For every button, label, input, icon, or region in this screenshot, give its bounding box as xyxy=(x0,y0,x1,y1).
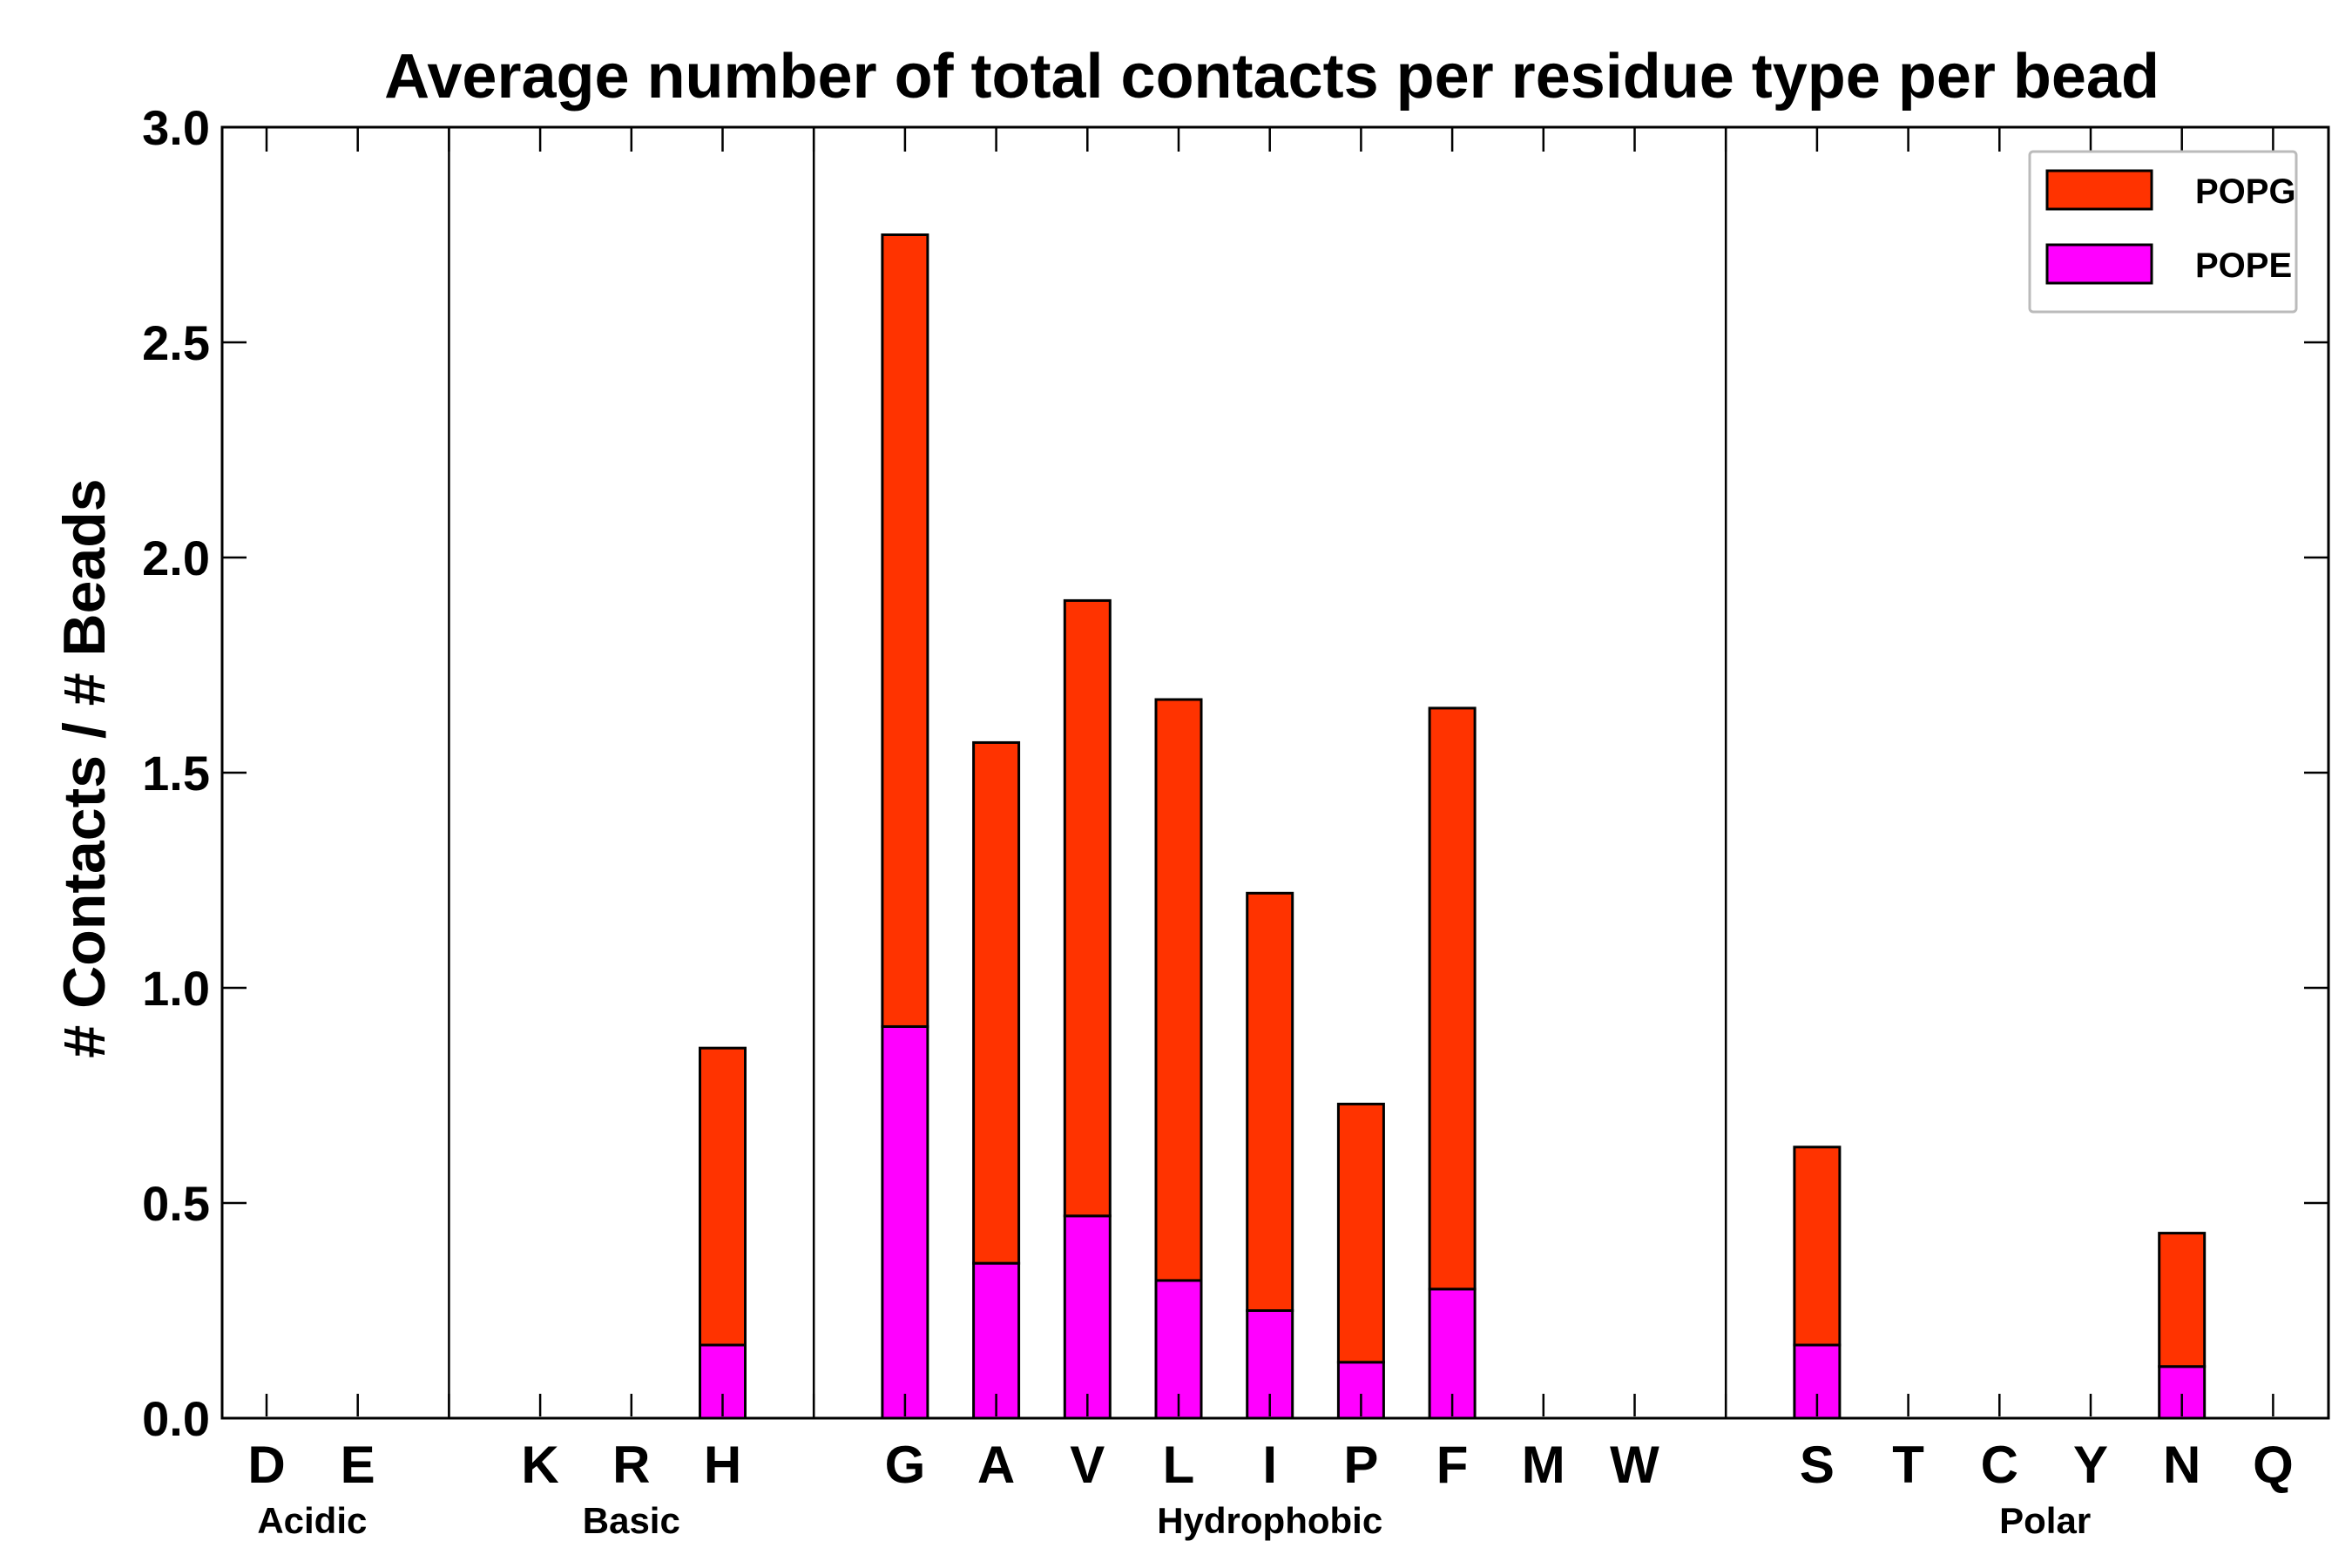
bar-popg-h-5 xyxy=(699,1046,747,1347)
group-label-hydrophobic: Hydrophobic xyxy=(1157,1500,1382,1541)
x-tick-label-c: C xyxy=(1981,1436,2018,1494)
group-label-acidic: Acidic xyxy=(257,1500,367,1541)
y-tick-label-2.5: 2.5 xyxy=(142,315,210,370)
legend-label-popg: POPG xyxy=(2195,172,2296,211)
bar-popg-v-9 xyxy=(1063,598,1112,1218)
bar-popg-g-7 xyxy=(881,233,929,1028)
x-tick-label-f: F xyxy=(1436,1436,1469,1494)
x-tick-label-i: I xyxy=(1262,1436,1277,1494)
legend: POPG POPE xyxy=(2028,150,2298,314)
bar-pope-g-7 xyxy=(881,1024,929,1420)
y-tick-label-3.0: 3.0 xyxy=(142,100,210,155)
x-tick-label-w: W xyxy=(1610,1436,1659,1494)
chart-title: Average number of total contacts per res… xyxy=(384,42,2159,112)
x-tick-label-m: M xyxy=(1522,1436,1565,1494)
x-tick-label-n: N xyxy=(2163,1436,2200,1494)
x-tick-label-h: H xyxy=(704,1436,741,1494)
x-tick-label-t: T xyxy=(1892,1436,1924,1494)
x-tick-label-v: V xyxy=(1070,1436,1105,1494)
x-tick-label-e: E xyxy=(341,1436,375,1494)
x-tick-label-k: K xyxy=(521,1436,558,1494)
bar-pope-v-9 xyxy=(1063,1214,1112,1420)
bar-popg-a-8 xyxy=(972,740,1021,1265)
bar-popg-l-10 xyxy=(1154,698,1203,1282)
y-axis-label: # Contacts / # Beads xyxy=(51,478,118,1058)
x-tick-label-p: P xyxy=(1343,1436,1378,1494)
group-label-basic: Basic xyxy=(583,1500,680,1541)
legend-label-pope: POPE xyxy=(2195,247,2292,285)
bar-popg-f-13 xyxy=(1428,706,1477,1291)
legend-swatch-popg xyxy=(2045,169,2153,211)
plot-area: 0.0 0.5 1.0 1.5 2.0 2.5 3.0 D E K R H G A V L I P F M W S T C Y N… xyxy=(142,100,2330,1541)
x-tick-label-d: D xyxy=(247,1436,285,1494)
bar-popg-n-21 xyxy=(2158,1232,2207,1369)
bar-popg-p-12 xyxy=(1336,1102,1385,1364)
x-tick-label-r: R xyxy=(612,1436,650,1494)
y-tick-label-1.5: 1.5 xyxy=(142,746,210,801)
y-tick-label-0.5: 0.5 xyxy=(142,1176,210,1231)
group-label-polar: Polar xyxy=(1999,1500,2091,1541)
x-tick-label-a: A xyxy=(977,1436,1015,1494)
x-tick-label-y: Y xyxy=(2073,1436,2108,1494)
x-tick-label-s: S xyxy=(1800,1436,1835,1494)
y-tick-label-1.0: 1.0 xyxy=(142,961,210,1016)
legend-swatch-pope xyxy=(2045,243,2153,285)
x-tick-label-g: G xyxy=(885,1436,926,1494)
y-tick-label-0.0: 0.0 xyxy=(142,1391,210,1446)
bar-popg-s-17 xyxy=(1793,1146,1842,1347)
x-tick-label-l: L xyxy=(1163,1436,1195,1494)
bar-popg-i-11 xyxy=(1246,891,1294,1312)
x-tick-label-q: Q xyxy=(2253,1436,2294,1494)
y-tick-label-2.0: 2.0 xyxy=(142,531,210,585)
